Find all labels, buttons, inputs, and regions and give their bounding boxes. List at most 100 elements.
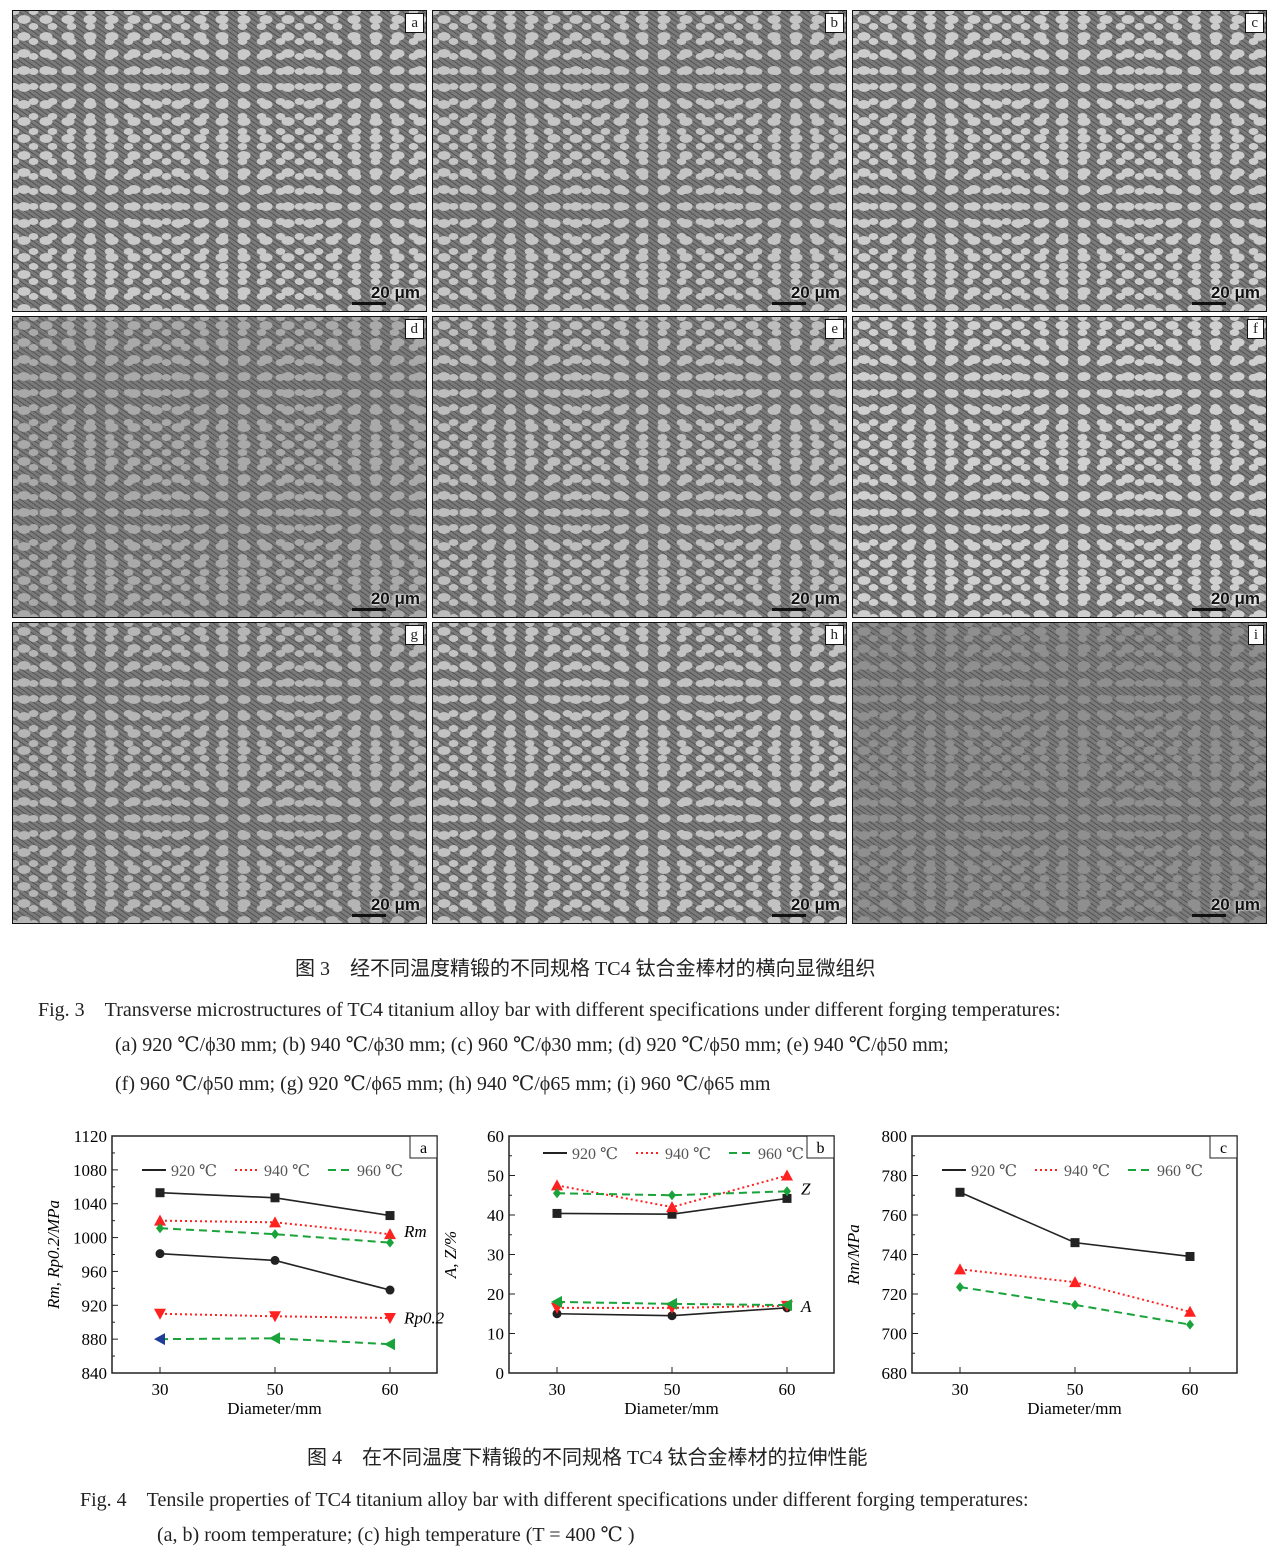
- x-axis-label: Diameter/mm: [227, 1399, 321, 1418]
- data-point: [154, 1214, 166, 1226]
- data-point: [781, 1299, 792, 1312]
- data-point: [269, 1216, 281, 1228]
- micrograph-h: h 20 μm: [432, 622, 847, 924]
- data-point: [384, 1338, 395, 1351]
- scale-bar-label: 20 μm: [790, 283, 840, 302]
- data-point: [667, 1209, 677, 1219]
- data-point: [782, 1193, 792, 1203]
- micrograph-image: [13, 623, 426, 923]
- panel-label: g: [404, 625, 424, 645]
- panel-label: f: [1247, 319, 1264, 339]
- fig4-caption-en-1: Fig. 4 Tensile properties of TC4 titaniu…: [80, 1489, 1029, 1511]
- micrograph-image: [433, 11, 846, 311]
- y-tick-label: 40: [487, 1206, 504, 1225]
- panel-label: a: [420, 1140, 427, 1157]
- x-tick-label: 60: [382, 1380, 399, 1399]
- annotation-A: A: [800, 1297, 812, 1316]
- micrograph-image: [853, 623, 1266, 923]
- y-tick-label: 760: [882, 1206, 908, 1225]
- y-tick-label: 880: [82, 1330, 108, 1349]
- legend-label: 920 ℃: [971, 1163, 1017, 1180]
- data-point: [270, 1255, 280, 1265]
- y-tick-label: 780: [882, 1167, 908, 1186]
- y-tick-label: 30: [487, 1246, 504, 1265]
- data-point: [551, 1295, 562, 1308]
- scale-bar-label: 20 μm: [1210, 283, 1260, 302]
- micrograph-c: c 20 μm: [852, 10, 1267, 312]
- micrograph-e: e 20 μm: [432, 316, 847, 618]
- fig4-caption-en-2: (a, b) room temperature; (c) high temper…: [157, 1524, 635, 1546]
- y-tick-label: 1040: [73, 1195, 107, 1214]
- y-tick-label: 800: [882, 1127, 908, 1146]
- scale-bar: [352, 302, 386, 305]
- data-point: [269, 1311, 281, 1323]
- y-tick-label: 840: [82, 1364, 108, 1383]
- data-point: [270, 1193, 280, 1203]
- data-point: [1186, 1319, 1194, 1330]
- panel-label: d: [404, 319, 424, 339]
- fig4-caption-cn: 图 4 在不同温度下精锻的不同规格 TC4 钛合金棒材的拉伸性能: [307, 1447, 868, 1469]
- data-point: [668, 1190, 676, 1201]
- chart-c: 680 700 720 740 760 780 800 30 50 60 Diameter/mm Rm…: [844, 1127, 1238, 1418]
- micrograph-b: b 20 μm: [432, 10, 847, 312]
- micrograph-image: [853, 11, 1266, 311]
- data-point: [155, 1188, 165, 1198]
- panel-label-box: [806, 1135, 835, 1159]
- x-tick-label: 50: [1067, 1380, 1084, 1399]
- fig3-caption-cn: 图 3 经不同温度精锻的不同规格 TC4 钛合金棒材的横向显微组织: [295, 958, 876, 980]
- panel-label: i: [1247, 625, 1264, 645]
- data-point: [1185, 1251, 1195, 1261]
- annotation-Rm: Rm: [403, 1222, 427, 1241]
- annotation-Z: Z: [801, 1179, 811, 1198]
- micrograph-f: f 20 μm: [852, 316, 1267, 618]
- data-point: [666, 1297, 677, 1310]
- data-point: [552, 1208, 562, 1218]
- micrograph-image: [853, 317, 1266, 617]
- y-tick-label: 50: [487, 1167, 504, 1186]
- y-tick-label: 740: [882, 1246, 908, 1265]
- data-point: [954, 1263, 966, 1275]
- data-point: [553, 1188, 561, 1199]
- scale-bar-label: 20 μm: [370, 589, 420, 608]
- scale-bar-label: 20 μm: [1210, 895, 1260, 914]
- y-tick-label: 680: [882, 1364, 908, 1383]
- micrograph-image: [13, 11, 426, 311]
- micrograph-i: i 20 μm: [852, 622, 1267, 924]
- scale-bar-label: 20 μm: [370, 283, 420, 302]
- scale-bar-label: 20 μm: [790, 895, 840, 914]
- panel-label: b: [817, 1140, 825, 1157]
- y-axis-label: Rm/MPa: [844, 1224, 863, 1285]
- chart-b: 0 10 20 30 40 50 60 30 50 60 Diameter/mm A, Z/% b 920…: [441, 1127, 835, 1418]
- annotation-Rp0.2: Rp0.2: [403, 1308, 445, 1327]
- y-axis-label: A, Z/%: [441, 1231, 460, 1279]
- scale-bar: [772, 302, 806, 305]
- y-tick-label: 0: [496, 1364, 505, 1383]
- scale-bar: [352, 914, 386, 917]
- data-point: [1069, 1276, 1081, 1288]
- x-axis-label: Diameter/mm: [624, 1399, 718, 1418]
- data-point: [385, 1285, 395, 1295]
- scale-bar: [1192, 608, 1226, 611]
- scale-bar: [1192, 914, 1226, 917]
- x-tick-label: 30: [549, 1380, 566, 1399]
- data-point: [384, 1312, 396, 1324]
- y-tick-label: 60: [487, 1127, 504, 1146]
- x-tick-label: 30: [152, 1380, 169, 1399]
- y-tick-label: 960: [82, 1262, 108, 1281]
- y-tick-label: 10: [487, 1325, 504, 1344]
- data-point: [956, 1282, 964, 1293]
- data-point: [385, 1211, 395, 1221]
- y-tick-label: 920: [82, 1296, 108, 1315]
- panel-label: h: [824, 625, 844, 645]
- scale-bar-label: 20 μm: [370, 895, 420, 914]
- data-point: [386, 1237, 394, 1248]
- y-tick-label: 1000: [73, 1229, 107, 1248]
- data-point: [154, 1308, 166, 1320]
- data-point: [271, 1229, 279, 1240]
- data-point: [955, 1187, 965, 1197]
- x-tick-label: 30: [952, 1380, 969, 1399]
- panel-label: b: [824, 13, 844, 33]
- micrograph-image: [433, 317, 846, 617]
- panel-label: c: [1220, 1140, 1227, 1157]
- data-point: [666, 1201, 678, 1213]
